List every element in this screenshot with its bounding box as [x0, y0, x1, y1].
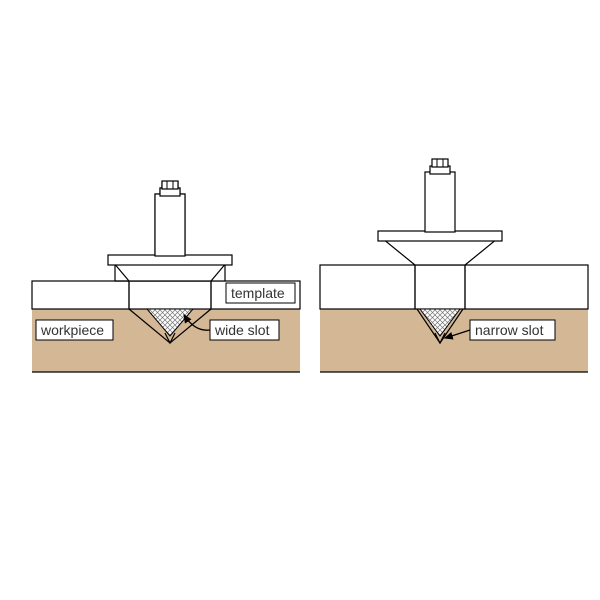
- template-left-a: [32, 281, 129, 309]
- label-narrow-slot-text: narrow slot: [475, 322, 544, 338]
- template-right-b: [465, 265, 588, 309]
- diagram-canvas: template workpiece wide slot narrow slot: [0, 0, 600, 600]
- label-template-text: template: [231, 285, 285, 301]
- shaft-right: [425, 172, 455, 232]
- label-workpiece-text: workpiece: [40, 322, 104, 338]
- bushing-left: [129, 281, 211, 309]
- bushing-right: [415, 265, 465, 309]
- label-wide-slot-text: wide slot: [214, 322, 270, 338]
- template-right-a: [320, 265, 415, 309]
- label-workpiece: workpiece: [36, 320, 113, 340]
- label-template: template: [226, 283, 295, 303]
- cone-right: [383, 239, 497, 265]
- nut-right: [432, 159, 448, 167]
